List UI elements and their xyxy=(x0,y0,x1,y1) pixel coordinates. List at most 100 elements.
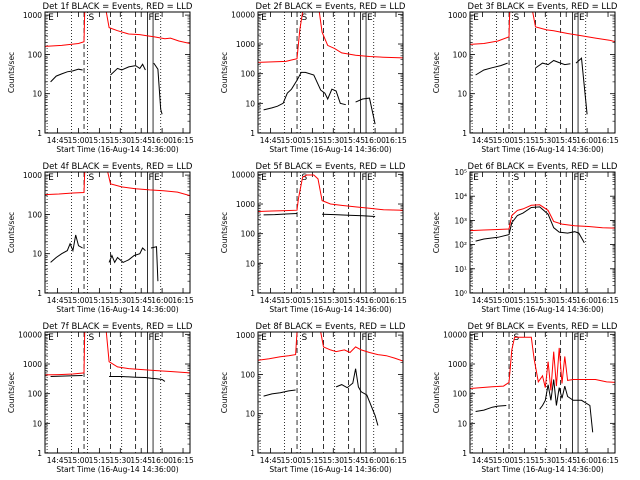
y-tick-label: 1 xyxy=(250,129,255,138)
series-lld-line xyxy=(258,332,403,362)
x-axis-label: Start Time (16-Aug-14 14:36:00) xyxy=(481,305,603,314)
event-marker-label: E xyxy=(579,173,585,183)
y-tick-label: 10 xyxy=(457,90,467,99)
x-axis-label: Start Time (16-Aug-14 14:36:00) xyxy=(56,465,178,474)
series-events-line xyxy=(475,57,588,115)
x-tick-label: 14:45 xyxy=(472,456,494,465)
event-marker-label: E xyxy=(48,333,54,343)
x-tick-label: 15:45 xyxy=(555,456,577,465)
y-tick-label: 1000 xyxy=(236,200,255,209)
y-tick-label: 100 xyxy=(28,390,43,399)
x-tick-label: 15:00 xyxy=(68,136,90,145)
panel-title: Det 1f BLACK = Events, RED = LLD xyxy=(43,2,193,12)
event-marker-label: E xyxy=(367,173,373,183)
y-axis-label: Counts/sec xyxy=(432,372,441,413)
y-tick-label: 10000 xyxy=(18,330,42,339)
x-tick-label: 15:30 xyxy=(322,296,344,305)
x-tick-label: 15:30 xyxy=(534,136,556,145)
plot-frame xyxy=(257,11,404,134)
event-marker-label: E xyxy=(154,173,160,183)
x-tick-label: 15:30 xyxy=(322,136,344,145)
panel-title: Det 6f BLACK = Events, RED = LLD xyxy=(468,162,618,172)
y-tick-label: 1 xyxy=(37,449,42,458)
x-tick-label: 15:00 xyxy=(281,136,303,145)
x-tick-label: 15:15 xyxy=(302,136,324,145)
x-tick-label: 15:00 xyxy=(68,456,90,465)
plot-frame xyxy=(469,171,616,294)
x-tick-label: 16:00 xyxy=(151,296,173,305)
y-tick-label: 1000 xyxy=(236,331,255,340)
y-tick-label: 1000 xyxy=(448,360,467,369)
x-tick-label: 15:30 xyxy=(322,456,344,465)
x-tick-label: 14:45 xyxy=(472,296,494,305)
x-tick-label: 15:15 xyxy=(514,296,536,305)
y-tick-label: 100 xyxy=(241,230,256,239)
y-tick-label: 10 xyxy=(32,90,42,99)
detector-panel-2: Det 2f BLACK = Events, RED = LLD 1 10 100 10… xyxy=(220,2,407,154)
x-tick-label: 15:30 xyxy=(109,136,131,145)
plot-frame xyxy=(257,331,404,454)
x-tick-label: 15:45 xyxy=(130,296,152,305)
y-tick-label: 100 xyxy=(453,50,468,59)
event-marker-label: E xyxy=(261,173,267,183)
event-marker-label: S xyxy=(514,13,520,23)
event-marker-label: F xyxy=(361,13,366,23)
y-tick-label: 100 xyxy=(241,70,256,79)
x-tick-label: 16:00 xyxy=(576,456,598,465)
x-tick-label: 15:30 xyxy=(109,296,131,305)
event-marker-label: E xyxy=(48,13,54,23)
series-events-line xyxy=(475,206,585,243)
event-marker-label: E xyxy=(473,13,479,23)
event-marker-label: S xyxy=(302,333,308,343)
panel-title: Det 5f BLACK = Events, RED = LLD xyxy=(256,162,406,172)
y-axis-label: Counts/sec xyxy=(220,212,229,253)
x-tick-label: 15:00 xyxy=(281,456,303,465)
panel-title: Det 2f BLACK = Events, RED = LLD xyxy=(256,2,406,12)
event-marker-label: E xyxy=(579,13,585,23)
x-tick-label: 15:30 xyxy=(534,296,556,305)
series-lld-line xyxy=(470,204,615,232)
y-tick-label: 1000 xyxy=(23,360,42,369)
y-tick-label: 10¹ xyxy=(454,265,467,274)
x-tick-label: 14:45 xyxy=(47,456,69,465)
x-axis-label: Start Time (16-Aug-14 14:36:00) xyxy=(269,305,391,314)
detector-panel-4: Det 4f BLACK = Events, RED = LLD 1 10 100 10… xyxy=(7,162,194,314)
y-axis-label: Counts/sec xyxy=(7,372,16,413)
event-marker-label: E xyxy=(367,333,373,343)
series-events-line xyxy=(50,62,163,115)
x-tick-label: 16:15 xyxy=(172,456,194,465)
event-marker-label: E xyxy=(261,333,267,343)
y-tick-label: 1000 xyxy=(23,11,42,20)
event-marker-label: E xyxy=(473,333,479,343)
y-tick-label: 10 xyxy=(32,250,42,259)
x-axis-label: Start Time (16-Aug-14 14:36:00) xyxy=(56,145,178,154)
event-marker-label: S xyxy=(302,13,308,23)
x-tick-label: 15:15 xyxy=(89,296,111,305)
panel-title: Det 4f BLACK = Events, RED = LLD xyxy=(43,162,193,172)
x-tick-label: 15:45 xyxy=(343,456,365,465)
detector-panel-7: Det 7f BLACK = Events, RED = LLD 1 10 100 10… xyxy=(7,322,194,474)
x-axis-label: Start Time (16-Aug-14 14:36:00) xyxy=(56,305,178,314)
x-tick-label: 15:45 xyxy=(343,136,365,145)
x-tick-label: 15:30 xyxy=(534,456,556,465)
y-axis-label: Counts/sec xyxy=(7,212,16,253)
plot-frame xyxy=(44,331,191,454)
y-tick-label: 1000 xyxy=(23,171,42,180)
series-events-line xyxy=(475,379,594,433)
y-tick-label: 1 xyxy=(462,449,467,458)
event-marker-label: F xyxy=(573,13,578,23)
x-axis-label: Start Time (16-Aug-14 14:36:00) xyxy=(481,145,603,154)
event-marker-label: E xyxy=(261,13,267,23)
series-lld-line xyxy=(45,12,190,47)
x-tick-label: 16:00 xyxy=(151,456,173,465)
panel-title: Det 7f BLACK = Events, RED = LLD xyxy=(43,322,193,332)
event-marker-label: S xyxy=(89,173,95,183)
x-tick-label: 15:45 xyxy=(555,296,577,305)
y-tick-label: 10000 xyxy=(443,330,467,339)
x-tick-label: 15:15 xyxy=(514,456,536,465)
event-marker-label: F xyxy=(148,13,153,23)
y-tick-label: 100 xyxy=(453,390,468,399)
plot-frame xyxy=(257,171,404,294)
panel-title: Det 9f BLACK = Events, RED = LLD xyxy=(468,322,618,332)
y-axis-label: Counts/sec xyxy=(220,372,229,413)
